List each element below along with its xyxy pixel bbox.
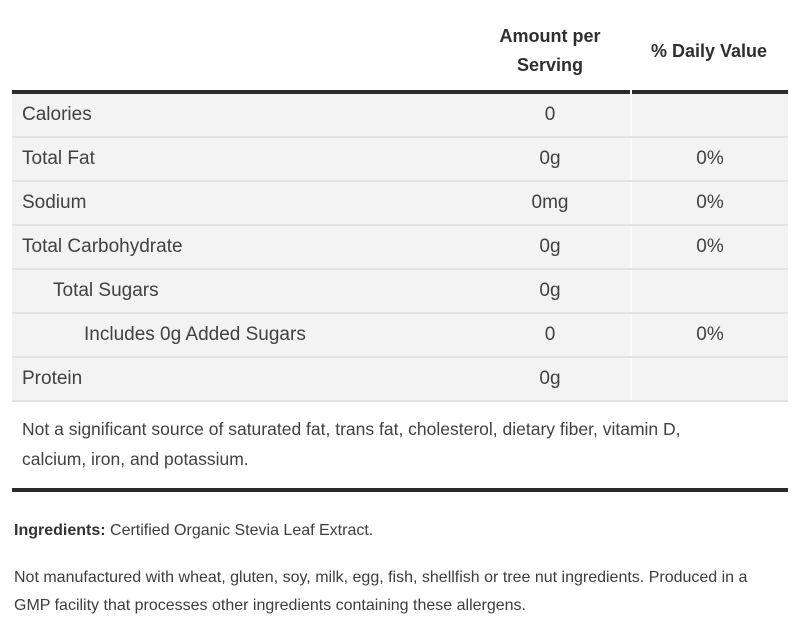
table-row-total-fat: Total Fat 0g 0% bbox=[12, 138, 788, 182]
table-row-calories: Calories 0 bbox=[12, 94, 788, 138]
ingredients-label: Ingredients: bbox=[14, 522, 106, 539]
table-row-added-sugars: Includes 0g Added Sugars 0 0% bbox=[12, 314, 788, 358]
ingredients-line: Ingredients: Certified Organic Stevia Le… bbox=[14, 520, 786, 542]
nutrient-daily-value: 0% bbox=[630, 314, 788, 356]
nutrient-amount: 0 bbox=[544, 104, 556, 125]
nutrient-daily-value bbox=[630, 270, 788, 312]
nutrient-label: Includes 0g Added Sugars bbox=[84, 324, 306, 345]
table-row-total-sugars: Total Sugars 0g bbox=[12, 270, 788, 314]
not-significant-source-note: Not a significant source of saturated fa… bbox=[12, 402, 788, 488]
amount-per-serving-header: Amount per Serving bbox=[470, 22, 630, 80]
nutrient-amount: 0g bbox=[539, 236, 561, 257]
table-top-rule bbox=[12, 90, 788, 94]
daily-value-header: % Daily Value bbox=[650, 40, 768, 61]
nutrient-label: Total Fat bbox=[22, 148, 95, 169]
nutrient-amount: 0mg bbox=[531, 192, 569, 213]
table-header: Amount per Serving % Daily Value bbox=[12, 22, 788, 80]
ingredients-text: Certified Organic Stevia Leaf Extract. bbox=[110, 522, 374, 539]
allergen-note: Not manufactured with wheat, gluten, soy… bbox=[14, 569, 748, 614]
nutrient-daily-value: 0% bbox=[630, 138, 788, 180]
table-row-protein: Protein 0g bbox=[12, 358, 788, 402]
nutrient-daily-value bbox=[630, 94, 788, 136]
nutrient-label: Calories bbox=[22, 104, 92, 125]
nutrient-daily-value: 0% bbox=[630, 182, 788, 224]
nutrient-label: Sodium bbox=[22, 192, 87, 213]
nutrient-label: Total Carbohydrate bbox=[22, 236, 183, 257]
nutrient-amount: 0g bbox=[539, 368, 561, 389]
nutrient-rows: Calories 0 Total Fat 0g 0% Sodium 0mg 0%… bbox=[12, 94, 788, 402]
amount-per-serving-label: Amount per Serving bbox=[499, 26, 601, 75]
table-row-sodium: Sodium 0mg 0% bbox=[12, 182, 788, 226]
nutrient-amount: 0 bbox=[544, 324, 556, 345]
table-bottom-rule bbox=[12, 488, 788, 492]
nutrient-daily-value bbox=[630, 358, 788, 400]
nutrient-daily-value: 0% bbox=[630, 226, 788, 268]
nutrient-label: Total Sugars bbox=[53, 280, 159, 301]
nutrient-amount: 0g bbox=[539, 280, 561, 301]
table-row-total-carbohydrate: Total Carbohydrate 0g 0% bbox=[12, 226, 788, 270]
nutrient-label: Protein bbox=[22, 368, 83, 389]
nutrient-amount: 0g bbox=[539, 148, 561, 169]
